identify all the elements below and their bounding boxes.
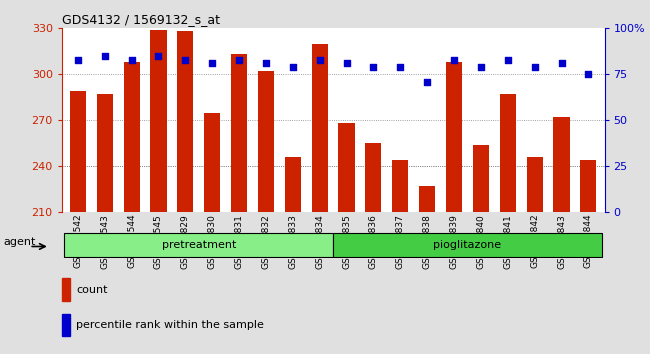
Bar (64, 233, 333, 257)
Bar (70, 91, 86, 212)
Bar (419, 186, 436, 212)
Bar (553, 117, 569, 212)
Bar (177, 32, 194, 212)
Point (315, 57, 325, 62)
Text: pretreatment: pretreatment (162, 240, 236, 250)
Point (369, 64, 379, 70)
Bar (62, 314, 70, 336)
Bar (150, 30, 166, 212)
Point (126, 57, 136, 62)
Point (153, 53, 164, 59)
Point (476, 64, 486, 70)
Bar (258, 71, 274, 212)
Bar (580, 160, 597, 212)
Point (422, 79, 432, 85)
Text: percentile rank within the sample: percentile rank within the sample (76, 320, 264, 330)
Bar (124, 62, 140, 212)
Text: GDS4132 / 1569132_s_at: GDS4132 / 1569132_s_at (62, 13, 220, 26)
Point (556, 61, 567, 66)
Bar (526, 157, 543, 212)
Text: agent: agent (3, 238, 35, 247)
Point (341, 61, 352, 66)
Bar (311, 44, 328, 212)
Point (449, 57, 460, 62)
Bar (204, 113, 220, 212)
Point (530, 64, 540, 70)
Bar (500, 94, 516, 212)
Point (395, 64, 406, 70)
Point (99, 53, 110, 59)
Bar (473, 145, 489, 212)
Point (583, 72, 593, 77)
Bar (446, 62, 462, 212)
Bar (365, 143, 382, 212)
Point (234, 57, 244, 62)
Bar (231, 55, 247, 212)
Bar (339, 124, 355, 212)
Bar (285, 157, 301, 212)
Text: count: count (76, 285, 108, 295)
Bar (333, 233, 602, 257)
Bar (97, 94, 113, 212)
Point (180, 57, 190, 62)
Point (502, 57, 513, 62)
Point (207, 61, 217, 66)
Point (287, 64, 298, 70)
Bar (62, 278, 70, 301)
Point (73, 57, 83, 62)
Point (261, 61, 271, 66)
Bar (392, 160, 408, 212)
Text: pioglitazone: pioglitazone (434, 240, 502, 250)
